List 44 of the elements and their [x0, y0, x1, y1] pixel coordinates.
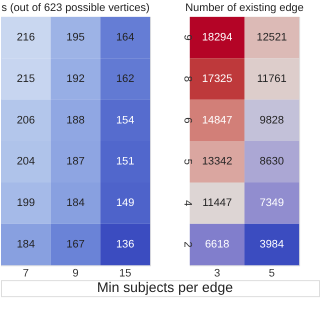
- data-label: 187: [66, 156, 85, 168]
- y-tick-label: 2: [181, 242, 194, 248]
- data-label: 11761: [257, 72, 287, 85]
- data-label: 206: [16, 114, 35, 126]
- data-label: 195: [66, 32, 85, 44]
- data-label: 18294: [202, 32, 232, 44]
- data-label: 14847: [202, 114, 232, 126]
- data-label: 204: [16, 156, 35, 168]
- y-tick-label: 6: [181, 117, 194, 124]
- data-label: 8630: [260, 156, 284, 168]
- x-tick-label: 5: [268, 268, 275, 280]
- y-tick-label: 9: [181, 34, 194, 41]
- data-label: 136: [116, 238, 134, 251]
- x-tick-label: 9: [72, 268, 79, 280]
- data-label: 167: [66, 238, 85, 251]
- y-tick-label: 4: [181, 200, 194, 206]
- data-label: 149: [116, 197, 134, 210]
- data-label: 164: [116, 32, 134, 44]
- chart-title: Number of existing edge: [185, 2, 304, 14]
- data-label: 6618: [204, 238, 230, 251]
- data-label: 11447: [202, 197, 232, 210]
- x-axis-title: Min subjects per edge: [96, 279, 234, 296]
- data-label: 154: [116, 114, 134, 126]
- data-label: 216: [16, 32, 35, 44]
- data-label: 9828: [260, 114, 284, 126]
- y-tick-label: 8: [181, 76, 194, 82]
- data-label: 188: [66, 114, 85, 126]
- data-label: 184: [66, 197, 85, 210]
- chart-title: s (out of 623 possible vertices): [1, 2, 150, 14]
- y-tick-label: 5: [181, 158, 194, 165]
- data-label: 162: [116, 72, 134, 85]
- data-label: 199: [16, 197, 35, 210]
- data-label: 215: [16, 72, 35, 85]
- data-label: 7349: [260, 197, 284, 210]
- data-label: 151: [116, 156, 134, 168]
- x-tick-label: 15: [119, 268, 132, 280]
- x-tick-label: 3: [214, 268, 220, 280]
- data-label: 12521: [256, 32, 287, 44]
- data-label: 17325: [202, 72, 232, 85]
- data-label: 192: [66, 72, 85, 85]
- data-label: 13342: [202, 156, 232, 168]
- data-label: 184: [16, 238, 35, 251]
- x-tick-label: 7: [22, 268, 29, 280]
- data-label: 3984: [260, 238, 284, 251]
